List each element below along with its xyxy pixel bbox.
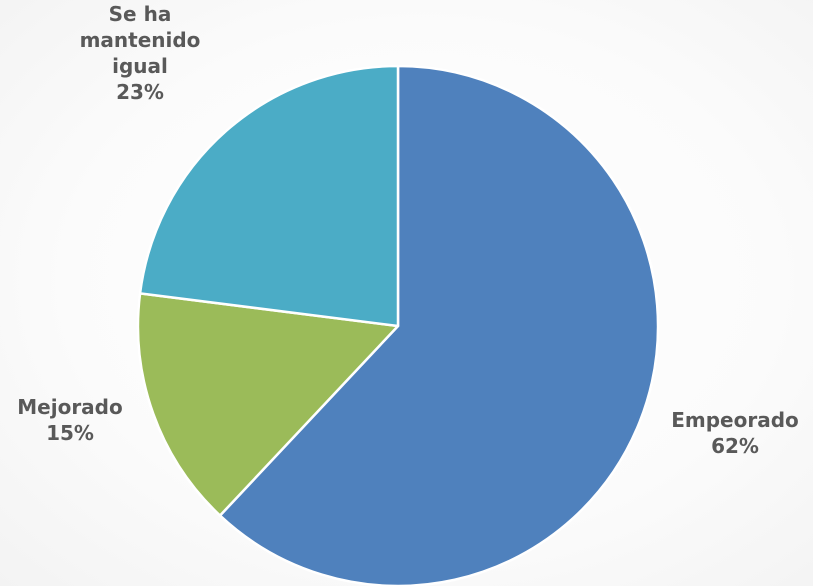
data-label-value: 23% [116,80,164,104]
data-label-mejorado: Mejorado 15% [17,395,122,445]
data-label-name: Se ha mantenido igual [80,2,201,78]
pie-slices [136,64,660,586]
data-label-empeorado: Empeorado 62% [671,408,799,458]
pie-slice-empeorado [218,64,660,586]
pie-slice-se-ha-mantenido-igual [138,64,400,328]
data-label-name: Mejorado [17,395,122,419]
data-label-value: 62% [711,434,759,458]
pie-labels: Empeorado 62% Mejorado 15% Se ha mantenido igu… [17,2,799,458]
pie-slice-mejorado [136,292,400,517]
data-label-se-ha-mantenido-igual: Se ha mantenido igual 23% [80,2,201,104]
data-label-value: 15% [46,421,94,445]
data-label-name: Empeorado [671,408,799,432]
